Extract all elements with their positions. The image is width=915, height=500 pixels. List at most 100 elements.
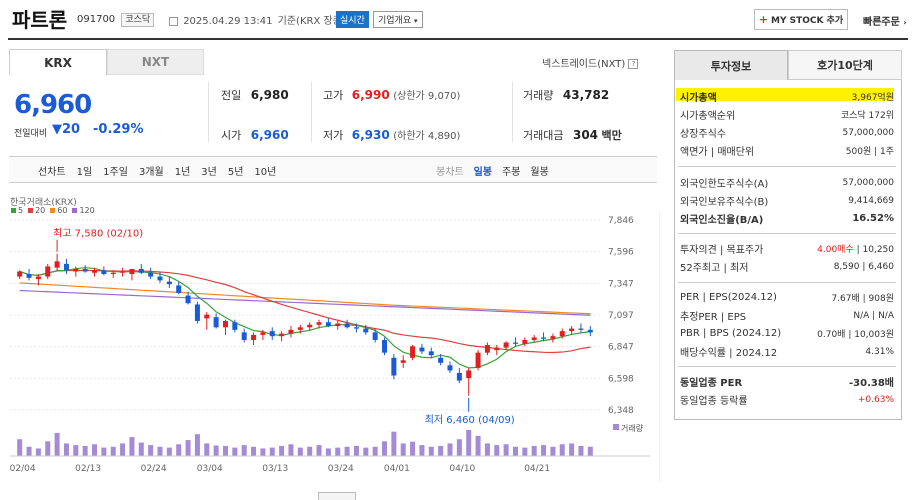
candle-body (73, 268, 79, 272)
volume-bar (400, 443, 406, 456)
candle-body (101, 270, 107, 275)
lower-limit: (하한가 4,890) (393, 131, 461, 142)
ma-120: 120 (72, 206, 95, 215)
ctl-monthly[interactable]: 월봉 (530, 167, 549, 178)
ctl-10y[interactable]: 10년 (254, 167, 277, 178)
info-row: PBR | BPS (2024.12) 0.70배 | 10,003원 (680, 325, 894, 342)
volume-bar (335, 447, 341, 456)
candle-body (222, 320, 228, 328)
ctl-1d[interactable]: 1일 (76, 167, 93, 178)
stock-name: 파트론 (12, 8, 68, 32)
volume-bar (466, 430, 472, 456)
ma-swatch (28, 208, 34, 213)
divider (311, 82, 312, 142)
volume-label: 거래량 (523, 89, 554, 102)
ctl-weekly[interactable]: 주봉 (502, 167, 521, 178)
candle-body (138, 268, 144, 273)
x-tick-label: 04/10 (449, 464, 475, 474)
quote-datetime: 2025.04.29 13:41 (183, 16, 273, 27)
chevron-down-icon: ▾ (414, 17, 418, 25)
volume-bar (531, 445, 537, 456)
open-label: 시가 (221, 129, 242, 142)
ctl-1w[interactable]: 1주일 (103, 167, 128, 178)
ma-5: 5 (11, 206, 23, 215)
candle-body (335, 323, 341, 327)
tab-nxt[interactable]: NXT (107, 49, 204, 75)
tab-order-book[interactable]: 호가10단계 (788, 50, 902, 80)
info-key: PBR | BPS (2024.12) (680, 328, 782, 339)
ctl-candle-chart[interactable]: 봉차트 (436, 167, 464, 178)
candle-body (26, 274, 32, 278)
quote-amount: 거래대금 304 백만 (523, 127, 622, 143)
ctl-3m[interactable]: 3개월 (138, 167, 164, 178)
help-icon[interactable]: ? (628, 59, 639, 69)
ctl-1y[interactable]: 1년 (174, 167, 191, 178)
chart-collapse-handle[interactable] (318, 492, 356, 500)
highlight-marker (676, 88, 894, 101)
volume-bar (484, 443, 490, 456)
my-stock-add-button[interactable]: + MY STOCK 추가 (754, 9, 848, 30)
tab-krx[interactable]: KRX (9, 49, 107, 75)
realtime-badge[interactable]: 실시간 (336, 11, 369, 28)
volume-bar (363, 447, 369, 456)
y-tick-label: 7,097 (608, 311, 634, 321)
info-key: 추정PER | EPS (680, 312, 747, 323)
info-value: 16.52% (852, 213, 894, 224)
nextrade-link-label: 넥스트레이드(NXT) (542, 59, 626, 70)
candle-body (110, 272, 116, 275)
volume-bar (63, 443, 69, 456)
divider (512, 82, 513, 142)
price-chart[interactable]: 7,846 7,596 7,347 7,097 6,847 6,598 6,348 최고 7,… (0, 212, 660, 482)
info-value: 500원 | 1주 (845, 147, 894, 157)
volume-bar (35, 448, 41, 456)
volume-bar (185, 440, 191, 456)
volume-bar (26, 446, 32, 456)
ma-swatch (72, 208, 78, 213)
ctl-3y[interactable]: 3년 (201, 167, 217, 178)
info-key: 동일업종 등락률 (680, 396, 748, 407)
ctl-line-chart[interactable]: 선차트 (38, 167, 66, 178)
info-row: 투자의견 | 목표주가 4.00매수 | 10,250 (680, 240, 894, 257)
volume-bar (241, 445, 247, 456)
volume-bar (522, 447, 528, 456)
nextrade-link[interactable]: 넥스트레이드(NXT) ? (542, 55, 639, 70)
info-row: 외국인소진율(B/A) 16.52% (680, 210, 894, 227)
ctl-daily[interactable]: 일봉 (473, 167, 493, 178)
volume-bar (232, 447, 238, 456)
down-triangle-icon: ▼ (52, 122, 62, 137)
info-key[interactable]: 시가총액순위 (680, 111, 736, 122)
ma-label: 120 (79, 206, 95, 215)
high-label: 고가 (323, 89, 344, 102)
volume-bar (419, 445, 425, 456)
info-row: 배당수익률 | 2024.12 4.31% (680, 343, 894, 360)
calendar-icon (169, 16, 178, 26)
quick-order-link[interactable]: 빠른주문 › (863, 13, 907, 28)
volume-bar (428, 446, 434, 456)
info-row: 상장주식수 57,000,000 (680, 124, 894, 141)
chevron-right-icon: › (903, 18, 907, 27)
my-stock-label: MY STOCK 추가 (771, 16, 844, 26)
ctl-5y[interactable]: 5년 (227, 167, 244, 178)
tab-invest-info[interactable]: 투자정보 (674, 50, 788, 80)
candle-body (63, 263, 69, 271)
y-tick-label: 6,847 (608, 343, 634, 353)
info-value: 4.00매수 | 10,250 (817, 242, 894, 255)
info-key: 외국인한도주식수(A) (680, 179, 769, 190)
y-tick-label: 6,598 (608, 374, 634, 384)
candle-body (578, 328, 584, 330)
volume-bar (382, 441, 388, 456)
candle-body (428, 351, 434, 356)
candle-body (148, 272, 154, 277)
change-amount: 20 (62, 122, 81, 137)
candle-body (559, 331, 565, 337)
candle-body (466, 370, 472, 379)
info-value: 9,414,669 (848, 195, 894, 206)
info-value: 57,000,000 (842, 177, 894, 188)
volume-bar (260, 448, 266, 456)
ma120-line (19, 289, 591, 316)
volume-bar (503, 444, 509, 456)
volume-bar (251, 446, 257, 456)
corp-info-dropdown[interactable]: 기업개요 ▾ (373, 11, 423, 28)
prev-label: 전일 (221, 89, 242, 102)
volume-bar (569, 443, 575, 456)
